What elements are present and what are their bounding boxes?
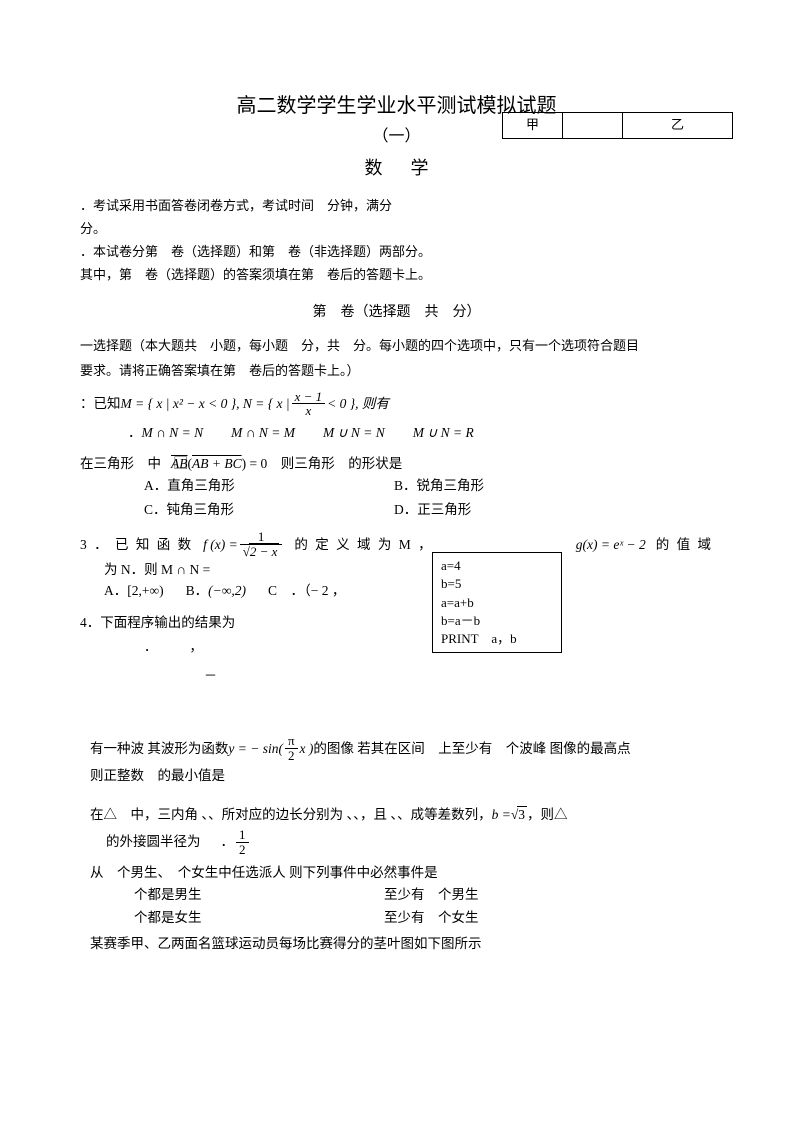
q4-blank-1: ． ， [144,633,713,662]
q1-opt-a: M ∩ N = N [142,425,204,440]
q5-l2: 则正整数 的最小值是 [90,765,713,787]
code-l2: b=5 [441,575,553,593]
question-2: 在三角形 中 AB ⃞( AB + BC ) = 0 则三角形 的形状是 [80,453,713,475]
question-4: 4．下面程序输出的结果为 [80,612,713,634]
question-7: 从 个男生、 个女生中任选派人 则下列事件中必然事件是 [90,862,713,884]
q2-opt-d: D．正三角形 [394,499,644,521]
q1-options: ．M ∩ N = N M ∩ N = M M ∪ N = N M ∪ N = R [128,422,713,444]
q3-lead: 3 ． 已 知 函 数 [80,534,193,556]
q6-l1b: ，则△ [527,804,568,826]
q3-tail: 的 值 域 [656,534,713,556]
instruction-2: ．本试卷分第 卷（选择题）和第 卷（非选择题）两部分。 [80,242,713,263]
question-5: 有一种波 其波形为函数 y = − sin( π 2 x ) 的图像 若其在区间… [90,734,713,762]
q7-b: 个都是女生 [134,907,384,929]
q6-half-den: 2 [236,843,249,857]
q5-pi: π [285,734,298,749]
q3-line2: 为 N．则 M ∩ N = [104,559,713,581]
q5-xclose: x ) [300,738,314,760]
q5-two: 2 [285,749,298,763]
instruction-1: ．考试采用书面答卷闭卷方式，考试时间 分钟，满分 [80,196,713,217]
q2-options: A．直角三角形 B．锐角三角形 C．钝角三角形 D．正三角形 [144,475,713,520]
header-table: 甲 乙 [502,112,733,139]
q8-l1: 某赛季甲、乙两面名篮球运动员每场比赛得分的茎叶图如下图所示 [90,936,482,951]
subject-title: 数学 [80,154,713,183]
question-6: 在△ 中，三内角 、、所对应的边长分别为 、、，且 、、成等差数列， b = √… [90,804,713,826]
q6-line2: 的外接圆半径为 ． 1 2 [106,828,713,856]
q3-mid: 的 定 义 域 为 M ， [294,534,433,556]
instruction-1b: 分。 [80,219,713,240]
program-box: a=4 b=5 a=a+b b=a－b PRINT a，b [432,552,562,653]
code-l1: a=4 [441,557,553,575]
q2-opt-c: C．钝角三角形 [144,499,394,521]
q5-frac: π 2 [285,734,298,762]
select-intro-1: 一选择题（本大题共 小题，每小题 分，共 分。每小题的四个选项中，只有一个选项符… [80,336,713,357]
q6-l1: 在△ 中，三内角 、、所对应的边长分别为 、、，且 、、成等差数列， [90,804,492,826]
q1-m-expr: M = { x | x² − x < 0 }, N = { x | [121,393,290,415]
q3-opt-b: B．(−∞,2) [186,580,246,602]
q2-opt-a: A．直角三角形 [144,475,394,497]
q1-prefix: ：已知 [80,393,121,415]
q5-l1a: 有一种波 其波形为函数 [90,738,228,760]
q6-beq: b = [492,804,511,826]
q2-bc: AB + BC [192,453,242,475]
jia-cell: 甲 [503,113,563,139]
q3-fx: f (x) = [203,534,238,556]
question-1: ：已知 M = { x | x² − x < 0 }, N = { x | x … [80,390,713,418]
q1-opt-c: M ∪ N = N [323,422,385,444]
q1-frac-den: x [292,404,326,418]
q7-br: 至少有 个女生 [384,907,634,929]
q3-opt-c: C ．（− 2 ， [268,580,345,602]
q2-text-b: ) = 0 则三角形 的形状是 [242,453,403,475]
instruction-3: 其中，第 卷（选择题）的答案须填在第 卷后的答题卡上。 [80,265,713,286]
q4-blank-2: － [204,662,713,691]
q7-options: 个都是男生 至少有 个男生 个都是女生 至少有 个女生 [134,884,713,929]
q7-a: 个都是男生 [134,884,384,906]
q5-l1b: 的图像 若其在区间 上至少有 个波峰 图像的最高点 [313,738,630,760]
q1-rest: < 0 }, 则有 [327,393,389,415]
q6-l2a: 的外接圆半径为 [106,831,201,853]
jia-blank [563,113,623,139]
q6-dot: ． [221,831,235,853]
q3-fraction: 1 √2 − x [240,530,283,558]
q2-ab: AB [171,453,188,475]
code-l3: a=a+b [441,594,553,612]
q6-half-num: 1 [236,828,249,843]
q5-yeq: y = − sin( [228,738,283,760]
q4-text: 4．下面程序输出的结果为 [80,615,235,630]
q7-l1: 从 个男生、 个女生中任选派人 则下列事件中必然事件是 [90,865,438,880]
q3-options: A．A．[2, +∞)[2,+∞) B．(−∞,2) C ．（− 2 ， 2 ）… [104,580,713,602]
q1-frac-num: x − 1 [292,390,326,405]
q3-opt-a: A．A．[2, +∞)[2,+∞) [104,580,164,602]
q1-opt-d: M ∪ N = R [413,422,474,444]
question-8: 某赛季甲、乙两面名篮球运动员每场比赛得分的茎叶图如下图所示 [90,933,713,955]
q2-text-a: 在三角形 中 [80,453,161,475]
q3-gx: g(x) = eˣ − 2 [576,534,646,556]
q1-opt-b: M ∩ N = M [231,422,295,444]
select-intro-2: 要求。请将正确答案填在第 卷后的答题卡上。） [80,361,713,382]
q4-blanks: ． ， － [144,633,713,690]
question-3: 3 ． 已 知 函 数 f (x) = 1 √2 − x 的 定 义 域 为 M… [80,530,713,601]
q3-den: √2 − x [240,545,283,559]
yi-cell: 乙 [623,113,733,139]
q1-fraction: x − 1 x [292,390,326,418]
section-header: 第 卷（选择题 共 分） [80,302,713,324]
q7-ar: 至少有 个男生 [384,884,634,906]
q2-opt-b: B．锐角三角形 [394,475,644,497]
q6-sqrt3: √3 [511,804,527,826]
q6-half: 1 2 [236,828,249,856]
